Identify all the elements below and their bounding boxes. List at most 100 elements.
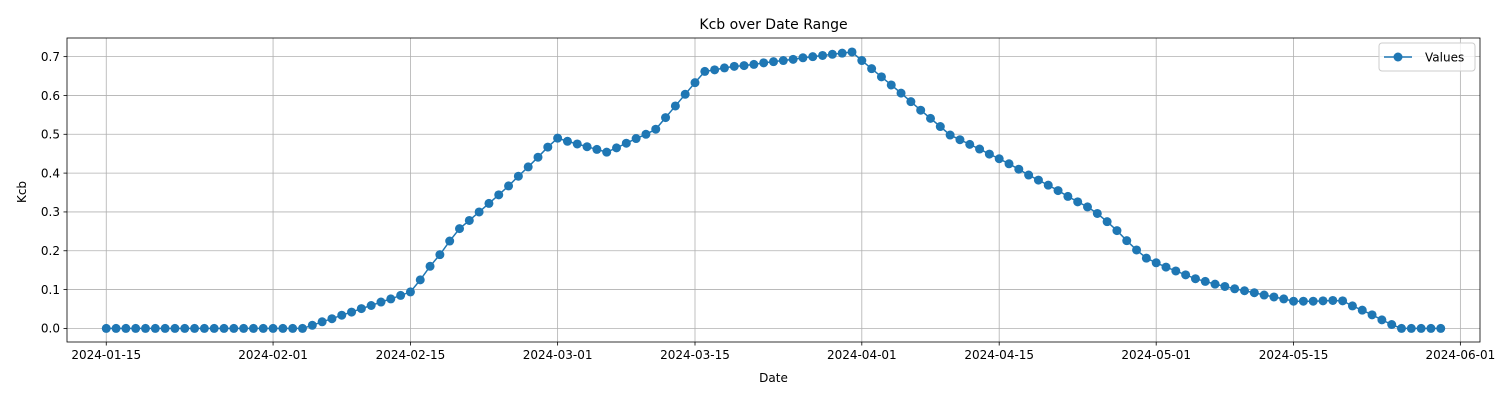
data-point (1397, 323, 1406, 333)
data-point (562, 136, 572, 146)
data-point (670, 101, 680, 111)
data-point (1181, 270, 1191, 280)
plot-area-border (66, 37, 1481, 343)
data-point (1073, 197, 1083, 207)
data-point (984, 149, 994, 159)
data-point (1190, 274, 1200, 284)
data-point (1367, 310, 1377, 320)
data-point (258, 323, 268, 333)
data-point (1053, 186, 1063, 196)
data-point (906, 97, 916, 107)
y-tick-label: 0.1 (41, 283, 60, 297)
data-point (523, 162, 533, 172)
y-tick-label: 0.6 (41, 89, 60, 103)
data-point (729, 61, 739, 71)
x-tick-label: 2024-03-01 (523, 348, 593, 362)
data-point (1122, 236, 1132, 246)
data-point (857, 56, 867, 66)
data-point (1298, 296, 1308, 306)
data-point (474, 207, 484, 217)
x-tick-label: 2024-02-01 (238, 348, 308, 362)
x-tick-label: 2024-03-15 (660, 348, 730, 362)
data-point (661, 113, 671, 123)
data-point (994, 154, 1004, 164)
x-axis-label: Date (759, 371, 788, 385)
data-point (1357, 305, 1367, 315)
data-point (1240, 286, 1249, 296)
data-point (1112, 226, 1122, 236)
data-point (101, 323, 111, 333)
data-point (778, 56, 788, 66)
data-point (356, 304, 366, 314)
data-point (533, 152, 543, 162)
data-point (513, 171, 523, 181)
series-values (101, 47, 1446, 333)
y-tick-label: 0.4 (41, 166, 60, 180)
y-tick-label: 0.0 (41, 322, 60, 336)
data-point (248, 323, 258, 333)
data-point (1436, 323, 1446, 333)
data-point (602, 147, 612, 157)
data-point (1308, 296, 1318, 306)
legend-marker (1393, 52, 1403, 62)
x-tick-label: 2024-05-15 (1259, 348, 1329, 362)
data-point (572, 139, 582, 149)
data-point (1102, 217, 1112, 227)
data-point (288, 323, 298, 333)
data-point (710, 65, 720, 75)
data-point (1230, 284, 1240, 294)
data-point (1289, 296, 1299, 306)
data-point (1377, 315, 1387, 325)
data-point (739, 61, 749, 71)
data-point (376, 297, 386, 307)
data-point (180, 323, 190, 333)
data-point (769, 57, 778, 67)
x-axis: 2024-01-15 2024-02-01 2024-02-15 2024-03-01… (71, 342, 1495, 362)
data-point (445, 236, 455, 246)
y-tick-label: 0.2 (41, 244, 60, 258)
data-point (700, 66, 710, 76)
data-point (1426, 323, 1436, 333)
y-tick-label: 0.3 (41, 205, 60, 219)
data-point (1328, 295, 1338, 305)
data-point (1387, 320, 1397, 330)
data-point (219, 323, 229, 333)
axes-frame (66, 37, 1481, 343)
data-point (464, 215, 474, 225)
data-point (111, 323, 121, 333)
data-point (278, 323, 288, 333)
x-tick-label: 2024-05-01 (1121, 348, 1191, 362)
data-point (641, 129, 651, 139)
data-point (121, 323, 131, 333)
data-point (268, 323, 278, 333)
data-point (405, 287, 415, 297)
data-point (317, 317, 327, 327)
data-point (651, 124, 661, 134)
data-point (170, 323, 180, 333)
data-point (484, 198, 494, 208)
data-point (1338, 296, 1348, 306)
data-point (435, 250, 445, 260)
data-point (582, 142, 592, 152)
data-point (239, 323, 249, 333)
data-point (818, 50, 828, 60)
data-point (926, 113, 935, 123)
data-point (955, 135, 965, 145)
data-point (190, 323, 200, 333)
data-point (141, 323, 150, 333)
x-tick-label: 2024-04-01 (827, 348, 897, 362)
data-point (719, 63, 729, 73)
data-point (131, 323, 141, 333)
data-point (749, 59, 759, 69)
data-point (896, 88, 906, 98)
data-point (1406, 323, 1416, 333)
data-point (612, 143, 621, 153)
data-point (366, 301, 376, 310)
data-point (1141, 253, 1151, 263)
data-point (690, 78, 700, 88)
data-point (916, 105, 926, 115)
data-point (1043, 180, 1053, 190)
data-point (1220, 281, 1230, 291)
data-point (631, 134, 641, 144)
